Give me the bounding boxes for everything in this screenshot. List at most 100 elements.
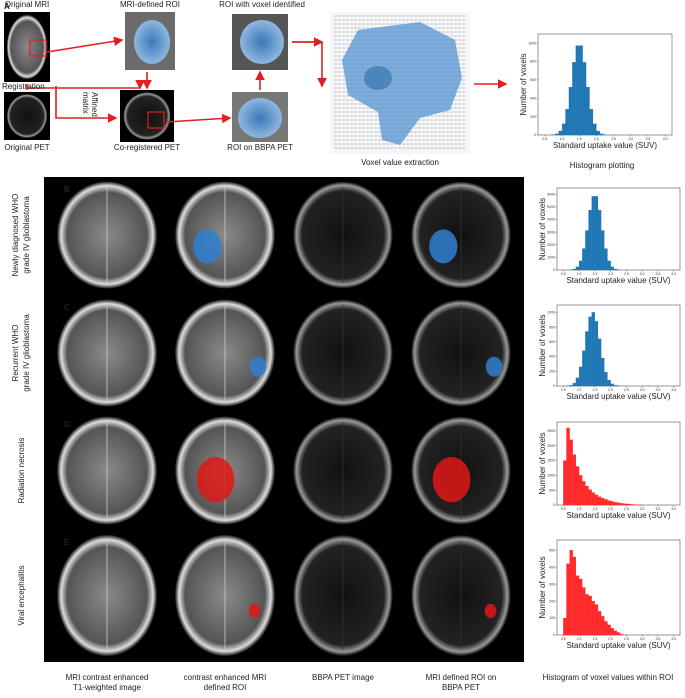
bar	[575, 266, 580, 271]
y-tick-label: 2000	[547, 444, 555, 448]
row-label-line: grade IV glioblastoma	[22, 196, 31, 274]
voxel-roi-core	[364, 66, 392, 90]
bar	[599, 133, 604, 136]
bar	[623, 503, 627, 506]
x-axis-label: Standard uptake value (SUV)	[566, 276, 670, 285]
x-tick-label: 3.0	[640, 272, 645, 276]
bar	[597, 338, 602, 387]
x-axis-label: Standard uptake value (SUV)	[566, 392, 670, 401]
bar	[582, 481, 586, 506]
scan-roi	[484, 603, 497, 619]
x-tick-label: 2.0	[594, 137, 599, 141]
row-label: Newly diagnosed WHO grade IV glioblastoma	[11, 194, 31, 277]
x-axis-label: Standard uptake value (SUV)	[553, 141, 657, 150]
bar	[582, 587, 586, 636]
y-tick-label: 1000	[547, 474, 555, 478]
caption: Original PET	[4, 143, 49, 152]
bar	[563, 460, 567, 506]
panel-letter: D	[64, 420, 70, 429]
bar	[607, 500, 611, 506]
x-tick-label: 0.5	[561, 507, 566, 511]
bar	[582, 62, 587, 136]
x-tick-label: 4.0	[671, 507, 676, 511]
plot-frame	[556, 304, 681, 387]
bar	[604, 371, 608, 387]
y-tick-label: 2000	[547, 243, 555, 247]
row-label-line: Recurrent WHO	[11, 325, 20, 382]
caption-line: matrix	[81, 92, 90, 114]
bar	[585, 230, 589, 271]
column-label-line: MRI contrast enhanced	[66, 673, 149, 682]
column-label-line: contrast enhanced MRI	[184, 673, 267, 682]
bar	[569, 550, 573, 636]
y-tick-label: 400	[549, 565, 555, 569]
bar	[619, 503, 624, 506]
plot-frame	[556, 187, 681, 271]
caption: Original MRI	[5, 0, 49, 9]
bar	[566, 427, 570, 506]
x-tick-label: 4.0	[671, 272, 676, 276]
y-tick-label: 100	[549, 616, 555, 620]
column-label: BBPA PET image	[312, 673, 375, 682]
scan-roi	[429, 229, 458, 264]
bar	[613, 268, 618, 271]
bar	[578, 260, 583, 271]
y-tick-label: 0	[553, 268, 555, 272]
bar	[601, 357, 605, 387]
y-tick-label: 600	[549, 340, 555, 344]
row-label-line: grade IV glioblastoma	[22, 314, 31, 392]
bar	[565, 109, 570, 136]
bar	[591, 196, 595, 271]
bar	[607, 380, 611, 387]
caption: Affinedmatrix	[81, 92, 99, 117]
mri-roi-blob	[134, 20, 170, 64]
bar	[616, 502, 621, 506]
column-label-line: Histogram of voxel values within ROI	[543, 673, 674, 682]
bar	[601, 616, 605, 636]
column-label: contrast enhanced MRI defined ROI	[184, 673, 267, 692]
y-tick-label: 3000	[547, 230, 555, 234]
bar	[610, 501, 614, 506]
scan-roi	[196, 457, 235, 503]
bar	[566, 563, 570, 636]
x-tick-label: 4.0	[671, 388, 676, 392]
bar	[585, 331, 589, 387]
bar	[597, 496, 602, 506]
y-axis-label: Number of voxels	[519, 53, 528, 115]
bar	[575, 575, 580, 636]
bar	[591, 600, 595, 636]
x-axis-label: Standard uptake value (SUV)	[566, 511, 670, 520]
caption-line: Affined	[90, 92, 99, 117]
panel-letter: B	[64, 185, 70, 194]
bar	[610, 383, 614, 387]
column-label: MRI contrast enhanced T1-weighted image	[66, 673, 149, 692]
bar	[555, 133, 559, 136]
bar	[589, 109, 594, 136]
y-tick-label: 6000	[547, 193, 555, 197]
x-tick-label: 2.5	[624, 272, 629, 276]
x-tick-label: 1.5	[592, 637, 597, 641]
y-tick-label: 800	[549, 325, 555, 329]
bar	[626, 503, 630, 506]
y-tick-label: 1000	[528, 41, 536, 45]
x-tick-label: 3.5	[655, 507, 660, 511]
bar	[588, 595, 592, 636]
column-label: Histogram of voxel values within ROI	[543, 673, 674, 682]
x-tick-label: 1.5	[577, 137, 582, 141]
bar	[578, 366, 583, 387]
x-tick-label: 3.5	[655, 388, 660, 392]
panel-letter: A	[4, 2, 10, 11]
column-label-line: BBPA PET image	[312, 673, 375, 682]
x-axis-label: Standard uptake value (SUV)	[566, 641, 670, 650]
y-tick-label: 0	[553, 503, 555, 507]
bar	[613, 630, 618, 636]
arrow	[55, 86, 118, 123]
row-label-line: Radiation necrosis	[17, 438, 26, 504]
y-tick-label: 500	[549, 488, 555, 492]
bar	[601, 230, 605, 271]
x-tick-label: 0.5	[561, 272, 566, 276]
y-tick-label: 500	[549, 548, 555, 552]
y-tick-label: 800	[530, 60, 536, 64]
bar	[594, 321, 599, 387]
